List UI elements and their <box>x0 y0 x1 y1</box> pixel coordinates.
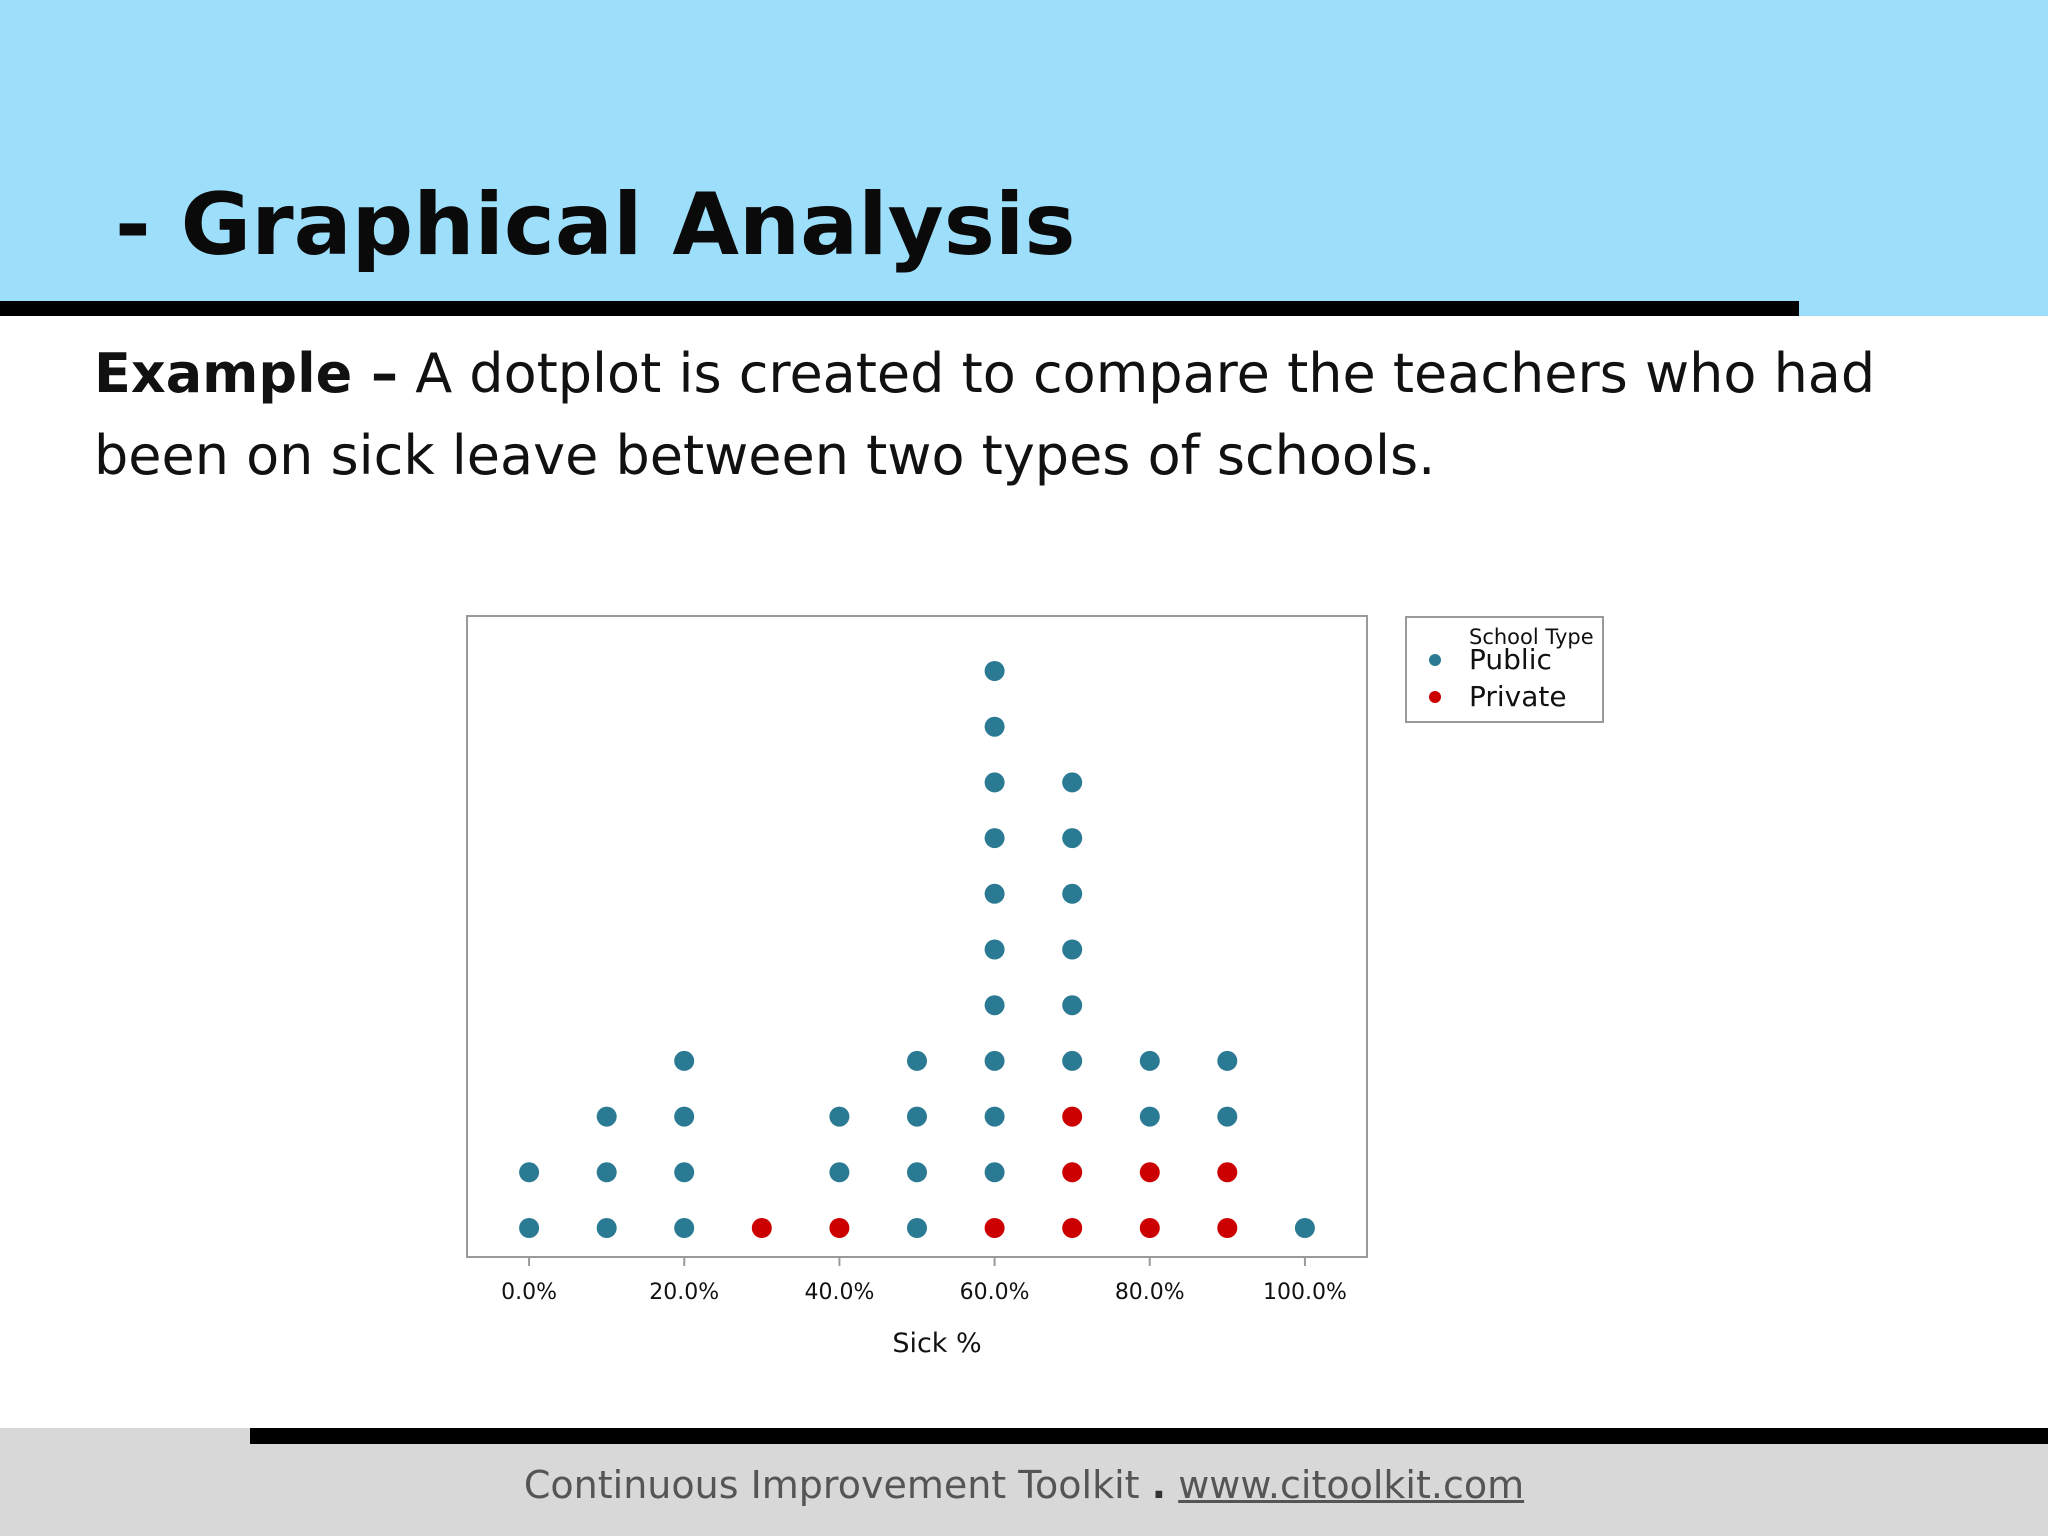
dot-public <box>984 828 1005 849</box>
dot-public <box>1217 1106 1238 1127</box>
dot-public <box>984 1050 1005 1071</box>
dot-public <box>984 883 1005 904</box>
x-axis: 0.0% 20.0% 40.0% 60.0% 80.0% 100.0% <box>501 1257 1347 1305</box>
dot-private <box>1139 1162 1160 1183</box>
dot-public <box>1217 1050 1238 1071</box>
dot-public <box>596 1106 617 1127</box>
dot-public <box>674 1050 695 1071</box>
dot-public <box>1062 995 1083 1016</box>
dot-public <box>519 1162 540 1183</box>
dot-public <box>1294 1218 1315 1238</box>
dot-private <box>1217 1218 1238 1238</box>
dot-public <box>984 661 1005 681</box>
footer-band <box>0 1428 2048 1536</box>
header-band <box>0 0 2048 316</box>
dot-private <box>751 1218 772 1238</box>
x-tick-label: 100.0% <box>1263 1280 1347 1305</box>
dot-public <box>984 995 1005 1016</box>
dots-layer <box>519 661 1315 1238</box>
dot-public <box>984 772 1005 793</box>
footer-org: Continuous Improvement Toolkit <box>523 1463 1140 1507</box>
dot-private <box>1062 1162 1083 1183</box>
dot-public <box>984 716 1005 737</box>
x-tick-label: 40.0% <box>804 1280 874 1305</box>
legend-title: School Type <box>1469 625 1594 649</box>
dot-public <box>674 1106 695 1127</box>
footer-url-link[interactable]: www.citoolkit.com <box>1178 1463 1525 1507</box>
dot-public <box>1062 828 1083 849</box>
intro-paragraph: Example – A dotplot is created to compar… <box>94 333 1994 497</box>
dot-public <box>674 1162 695 1183</box>
footer-rule <box>250 1428 2048 1444</box>
dot-private <box>1139 1218 1160 1238</box>
intro-lead: Example – <box>94 342 399 405</box>
dot-public <box>596 1218 617 1238</box>
legend-label-public: Public <box>1469 643 1552 676</box>
dot-public <box>907 1106 927 1127</box>
footer-separator: . <box>1151 1463 1167 1507</box>
x-tick-label: 20.0% <box>649 1280 719 1305</box>
dot-public <box>984 939 1005 960</box>
dot-public <box>1062 1050 1083 1071</box>
dot-private <box>984 1218 1005 1238</box>
x-tick-label: 80.0% <box>1115 1280 1185 1305</box>
legend-marker-public <box>1429 654 1441 666</box>
legend-items: Public Private <box>1429 643 1567 713</box>
legend-box <box>1405 616 1604 723</box>
dot-public <box>1139 1106 1160 1127</box>
dot-public <box>829 1106 850 1127</box>
dot-private <box>1062 1218 1083 1238</box>
legend-label-private: Private <box>1469 680 1567 713</box>
dot-public <box>984 1106 1005 1127</box>
dot-private <box>1062 1106 1083 1127</box>
dot-public <box>596 1162 617 1183</box>
dot-public <box>519 1218 540 1238</box>
dot-public <box>907 1162 927 1183</box>
x-axis-label: Sick % <box>892 1328 981 1359</box>
dot-public <box>829 1162 850 1183</box>
dot-public <box>907 1218 927 1238</box>
dot-private <box>1217 1162 1238 1183</box>
footer-text: Continuous Improvement Toolkit . www.cit… <box>0 1457 2048 1513</box>
dot-public <box>674 1218 695 1238</box>
dot-public <box>1062 939 1083 960</box>
dot-public <box>1062 772 1083 793</box>
dot-public <box>984 1162 1005 1183</box>
dot-private <box>829 1218 850 1238</box>
x-tick-label: 60.0% <box>960 1280 1030 1305</box>
intro-text: A dotplot is created to compare the teac… <box>94 342 1876 487</box>
slide-title: - Graphical Analysis <box>115 175 1076 275</box>
dotplot-chart: 0.0% 20.0% 40.0% 60.0% 80.0% 100.0% Sick % Sc… <box>466 615 1604 1359</box>
dot-public <box>907 1050 927 1071</box>
plot-frame <box>466 615 1368 1258</box>
x-tick-label: 0.0% <box>501 1280 557 1305</box>
dot-public <box>1062 883 1083 904</box>
legend-marker-private <box>1429 691 1441 703</box>
dot-public <box>1139 1050 1160 1071</box>
header-rule <box>0 301 1799 316</box>
